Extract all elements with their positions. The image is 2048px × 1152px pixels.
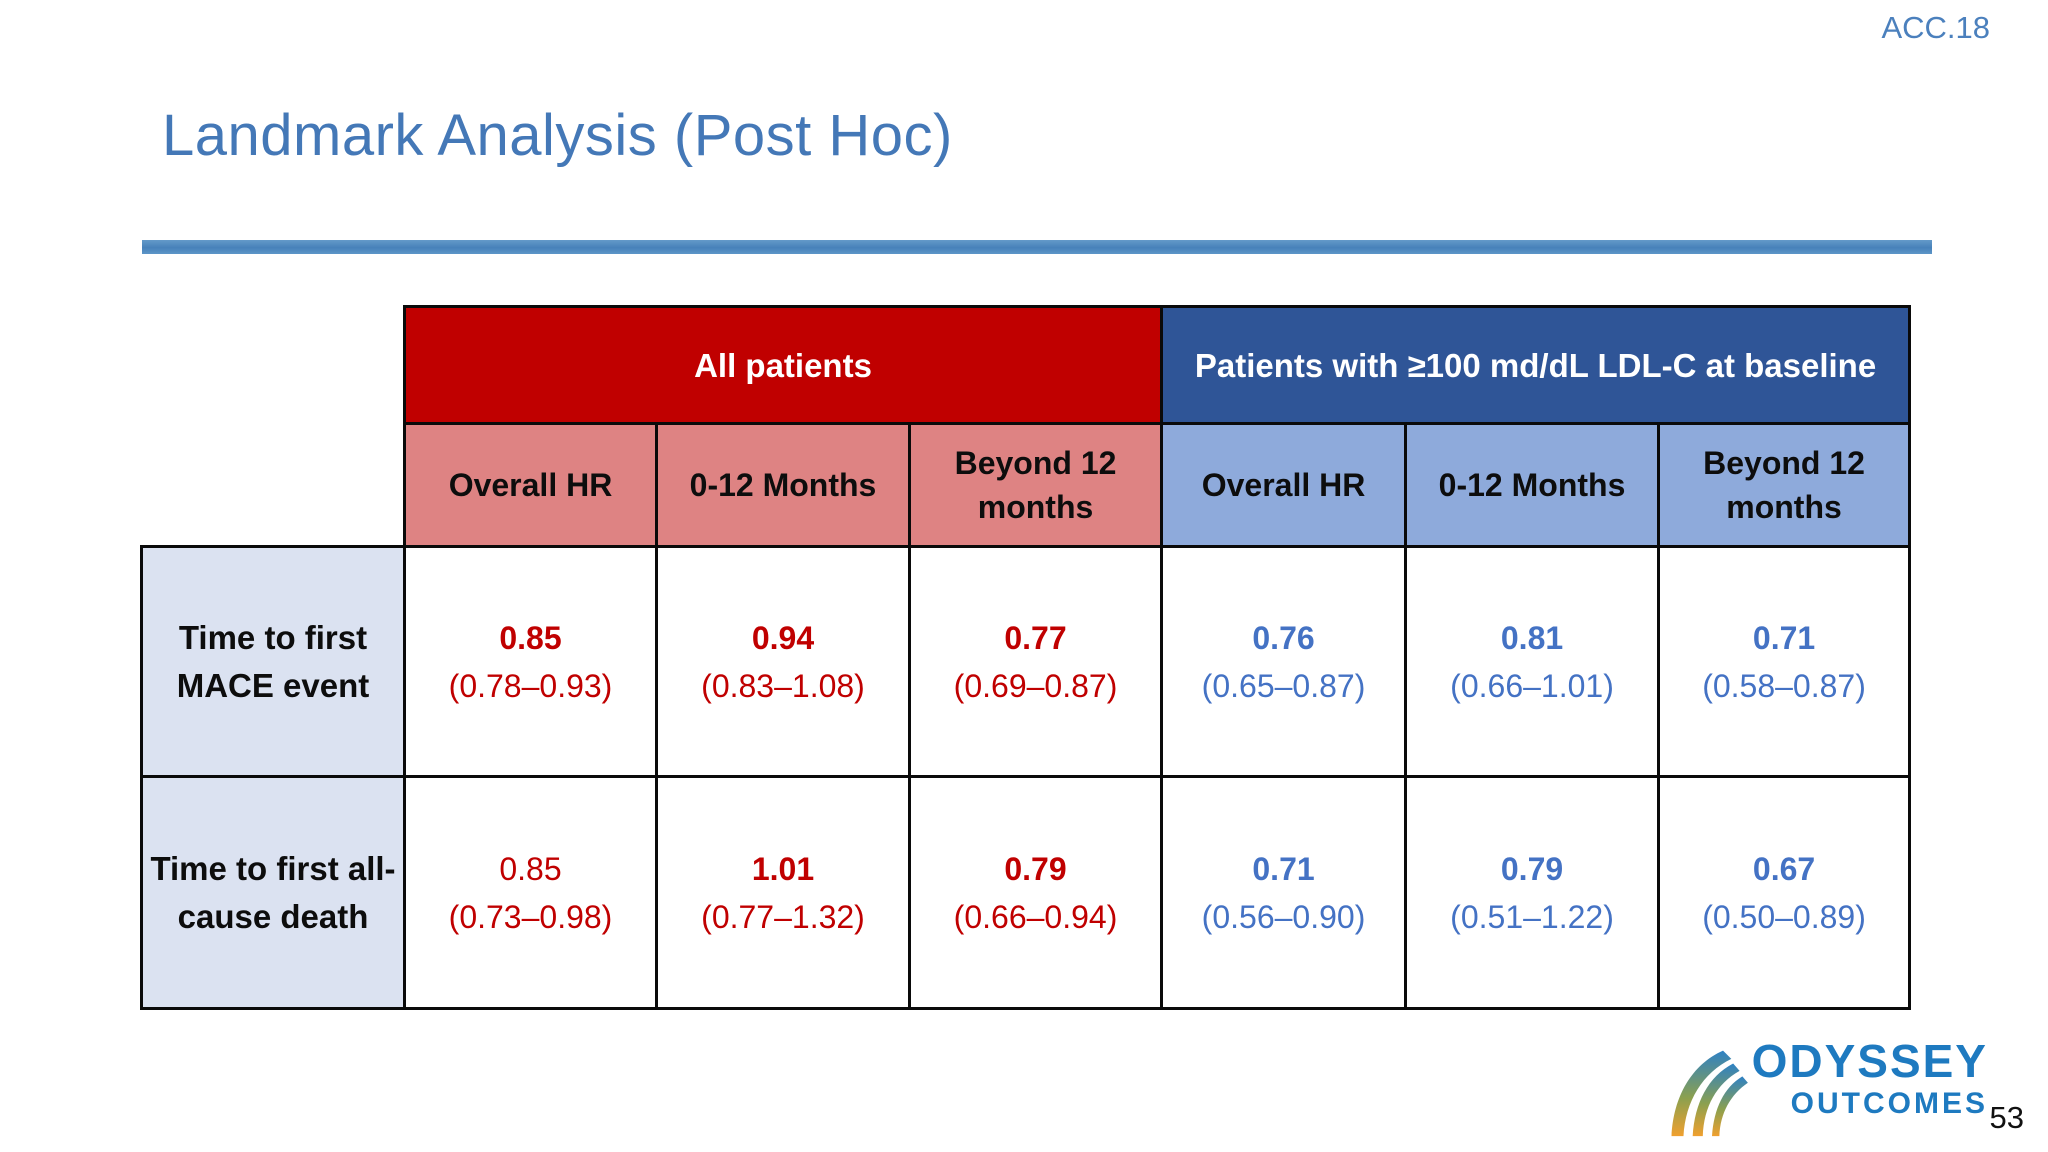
odyssey-outcomes-logo: ODYSSEY OUTCOMES [1666, 1036, 1988, 1142]
hr-value: 0.81 [1500, 619, 1564, 656]
group-header-ldl-patients: Patients with ≥100 md/dL LDL-C at baseli… [1160, 305, 1912, 425]
hr-value: 0.76 [1252, 619, 1315, 656]
hr-cell: 0.81 (0.66–1.01) [1404, 545, 1661, 778]
row-label-mace: Time to first MACE event [140, 545, 406, 778]
ci-value: (0.66–0.94) [953, 898, 1118, 935]
ci-value: (0.66–1.01) [1450, 667, 1614, 704]
table-row: Time to first all-cause death 0.85 (0.73… [140, 775, 1912, 1010]
hr-cell: 0.94 (0.83–1.08) [655, 545, 911, 778]
logo-swoosh-icon [1671, 1050, 1748, 1137]
hr-value: 0.71 [1252, 850, 1315, 887]
ci-value: (0.58–0.87) [1702, 667, 1866, 704]
ci-value: (0.73–0.98) [448, 898, 613, 935]
subheader-0-12-months-ldl: 0-12 Months [1404, 422, 1661, 548]
hr-value: 0.79 [1500, 850, 1564, 887]
ci-value: (0.51–1.22) [1450, 898, 1614, 935]
hr-value: 0.85 [499, 850, 562, 887]
hr-value: 0.77 [1004, 619, 1067, 656]
subheader-beyond-12-months-ldl: Beyond 12 months [1657, 422, 1912, 548]
logo-text: ODYSSEY OUTCOMES [1752, 1036, 1988, 1121]
hr-value: 1.01 [751, 850, 815, 887]
ci-value: (0.65–0.87) [1201, 667, 1366, 704]
ci-value: (0.50–0.89) [1702, 898, 1866, 935]
hr-value: 0.79 [1004, 850, 1067, 887]
table-row: Time to first MACE event 0.85 (0.78–0.93… [140, 545, 1912, 778]
hr-value: 0.71 [1752, 619, 1816, 656]
hr-cell: 0.79 (0.51–1.22) [1404, 775, 1661, 1010]
hr-cell: 0.67 (0.50–0.89) [1657, 775, 1912, 1010]
ci-value: (0.78–0.93) [448, 667, 613, 704]
hr-cell: 1.01 (0.77–1.32) [655, 775, 911, 1010]
ci-value: (0.56–0.90) [1201, 898, 1366, 935]
ci-value: (0.83–1.08) [701, 667, 865, 704]
hr-cell: 0.76 (0.65–0.87) [1160, 545, 1408, 778]
conference-tag: ACC.18 [1881, 10, 1990, 45]
ci-value: (0.77–1.32) [701, 898, 865, 935]
subheader-0-12-months-all: 0-12 Months [655, 422, 911, 548]
hr-value: 0.67 [1752, 850, 1816, 887]
page-title: Landmark Analysis (Post Hoc) [162, 103, 953, 168]
subheader-beyond-12-months-all: Beyond 12 months [907, 422, 1164, 548]
ci-value: (0.69–0.87) [953, 667, 1118, 704]
landmark-analysis-table: All patients Patients with ≥100 md/dL LD… [140, 305, 1912, 1010]
hr-value: 0.94 [751, 619, 815, 656]
slide-page-number: 53 [1989, 1100, 2024, 1135]
table-corner-blank [142, 307, 405, 424]
hr-cell: 0.77 (0.69–0.87) [907, 545, 1164, 778]
subheader-overall-hr-ldl: Overall HR [1160, 422, 1408, 548]
logo-outcomes-label: OUTCOMES [1790, 1087, 1988, 1120]
title-divider-bar [142, 240, 1932, 254]
hr-cell: 0.79 (0.66–0.94) [907, 775, 1164, 1010]
row-label-all-cause-death: Time to first all-cause death [140, 775, 406, 1010]
hr-cell: 0.71 (0.56–0.90) [1160, 775, 1408, 1010]
group-header-all-patients: All patients [402, 305, 1164, 425]
hr-value: 0.85 [499, 619, 562, 656]
hr-cell: 0.85 (0.73–0.98) [403, 775, 658, 1010]
subheader-overall-hr-all: Overall HR [403, 422, 658, 548]
hr-cell: 0.85 (0.78–0.93) [403, 545, 658, 778]
logo-odyssey-label: ODYSSEY [1751, 1035, 1988, 1087]
table-corner-blank [142, 424, 405, 547]
hr-cell: 0.71 (0.58–0.87) [1657, 545, 1912, 778]
